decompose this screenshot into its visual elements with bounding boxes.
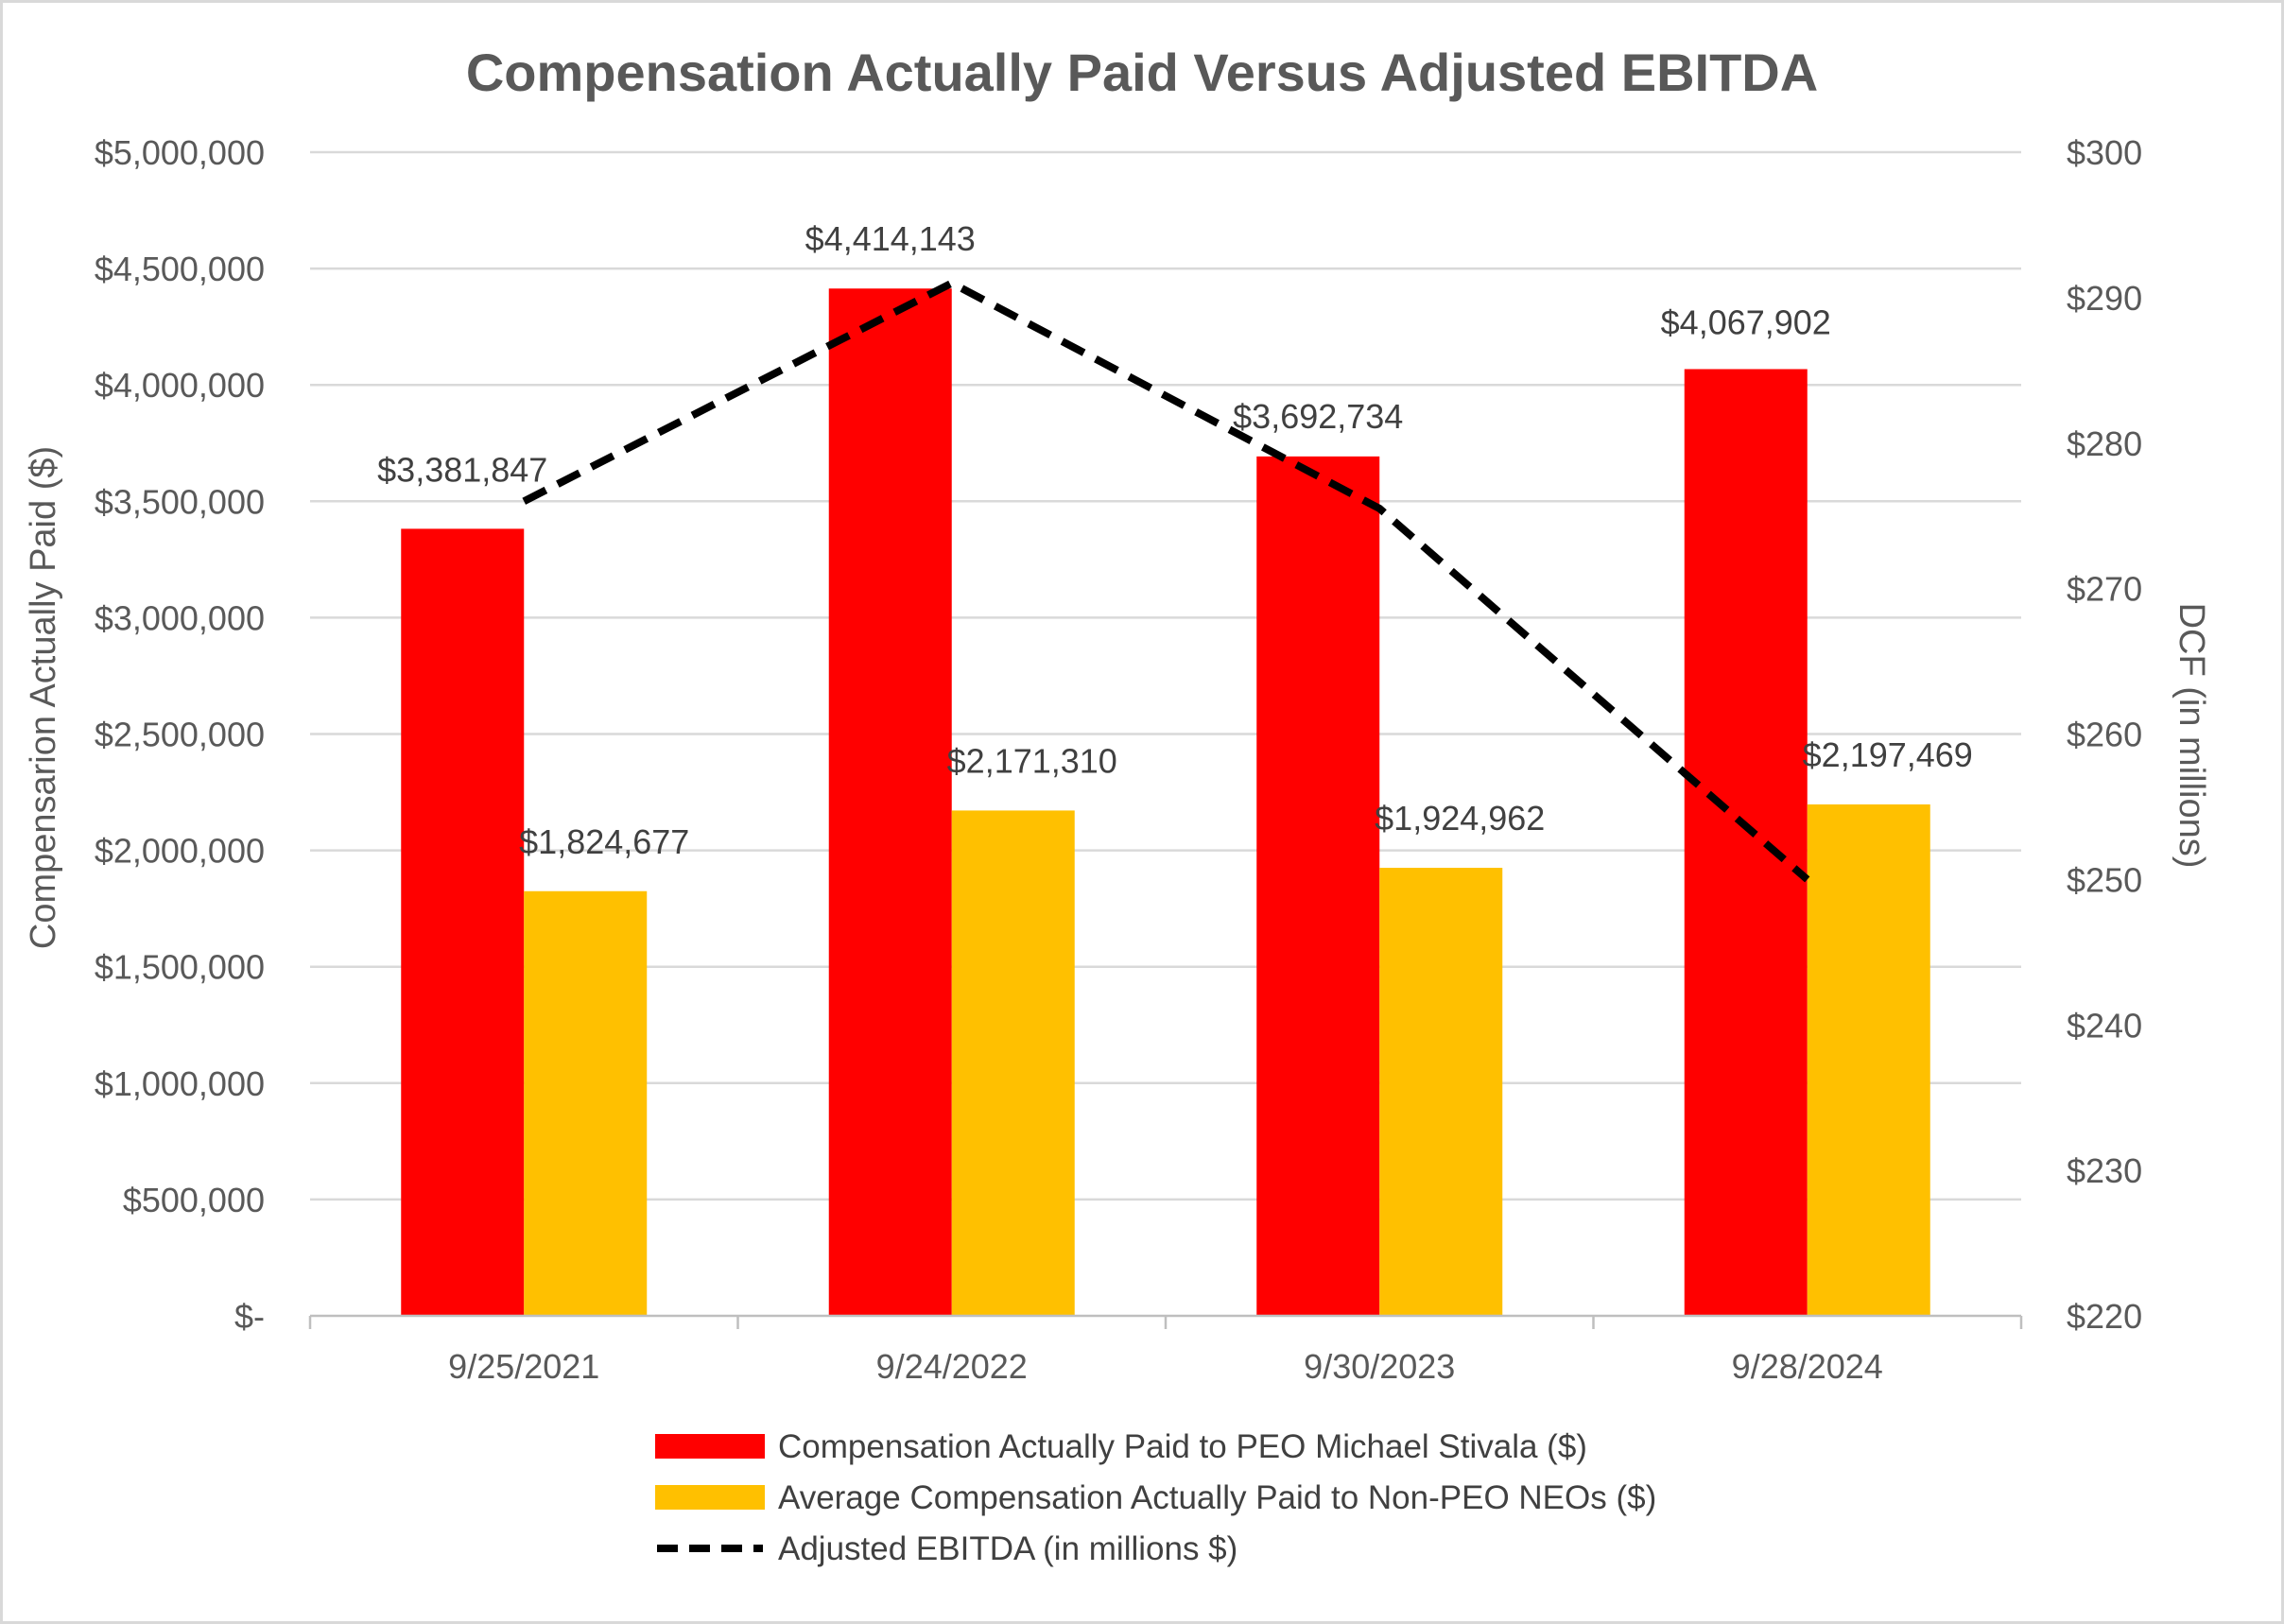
legend-entry: Average Compensation Actually Paid to No…	[655, 1479, 1656, 1516]
y-tick-label: $-	[234, 1297, 265, 1336]
data-label-neo: $2,197,469	[1803, 735, 1973, 774]
y2-tick-label: $300	[2067, 133, 2142, 172]
bar-neo	[952, 810, 1075, 1316]
bar-neo	[1808, 804, 1930, 1316]
bar-neo	[524, 891, 647, 1316]
data-label-peo: $3,381,847	[377, 450, 547, 489]
y-tick-label: $4,000,000	[95, 366, 265, 405]
chart-frame	[2, 2, 2283, 1623]
y-tick-label: $2,000,000	[95, 832, 265, 871]
y-tick-label: $3,500,000	[95, 482, 265, 521]
x-tick-label: 9/28/2024	[1732, 1347, 1883, 1386]
data-label-peo: $3,692,734	[1233, 397, 1403, 436]
y2-tick-label: $230	[2067, 1151, 2142, 1190]
bar-peo	[829, 288, 952, 1316]
legend-label: Average Compensation Actually Paid to No…	[778, 1479, 1656, 1516]
legend-swatch	[655, 1434, 765, 1459]
y2-axis-title: DCF (in millions)	[2172, 603, 2211, 869]
bar-peo	[1685, 369, 1808, 1316]
y2-tick-label: $290	[2067, 279, 2142, 318]
y-tick-label: $3,000,000	[95, 598, 265, 637]
legend-swatch	[655, 1485, 765, 1510]
bar-peo	[1256, 457, 1379, 1316]
y-tick-label: $1,000,000	[95, 1064, 265, 1103]
legend-entry: Compensation Actually Paid to PEO Michae…	[655, 1428, 1587, 1465]
data-label-neo: $1,924,962	[1375, 799, 1545, 838]
y2-tick-label: $240	[2067, 1006, 2142, 1045]
legend-label: Compensation Actually Paid to PEO Michae…	[778, 1428, 1587, 1465]
data-label-peo: $4,414,143	[805, 219, 976, 258]
x-tick-label: 9/25/2021	[448, 1347, 599, 1386]
y2-tick-label: $280	[2067, 424, 2142, 463]
data-label-peo: $4,067,902	[1661, 302, 1831, 341]
chart: Compensation Actually Paid Versus Adjust…	[0, 0, 2284, 1624]
y-tick-label: $4,500,000	[95, 250, 265, 288]
chart-title: Compensation Actually Paid Versus Adjust…	[466, 43, 1818, 102]
y-axis-title: Compensarion Actually Paid ($)	[24, 446, 63, 949]
y2-tick-label: $250	[2067, 860, 2142, 899]
x-tick-label: 9/24/2022	[876, 1347, 1028, 1386]
y-axis-right: $220 $230 $240 $250 $260 $270 $280 $290 $300	[2067, 133, 2142, 1336]
data-label-neo: $1,824,677	[519, 822, 689, 861]
y2-tick-label: $270	[2067, 570, 2142, 609]
y2-tick-label: $260	[2067, 716, 2142, 754]
y-tick-label: $2,500,000	[95, 716, 265, 754]
bar-neo	[1379, 868, 1502, 1316]
y-tick-label: $1,500,000	[95, 948, 265, 987]
y-tick-label: $5,000,000	[95, 133, 265, 172]
y-tick-label: $500,000	[123, 1181, 265, 1219]
legend-label: Adjusted EBITDA (in millions $)	[778, 1530, 1237, 1567]
x-tick-label: 9/30/2023	[1304, 1347, 1455, 1386]
data-label-neo: $2,171,310	[947, 741, 1117, 780]
y2-tick-label: $220	[2067, 1297, 2142, 1336]
bar-peo	[401, 528, 524, 1316]
